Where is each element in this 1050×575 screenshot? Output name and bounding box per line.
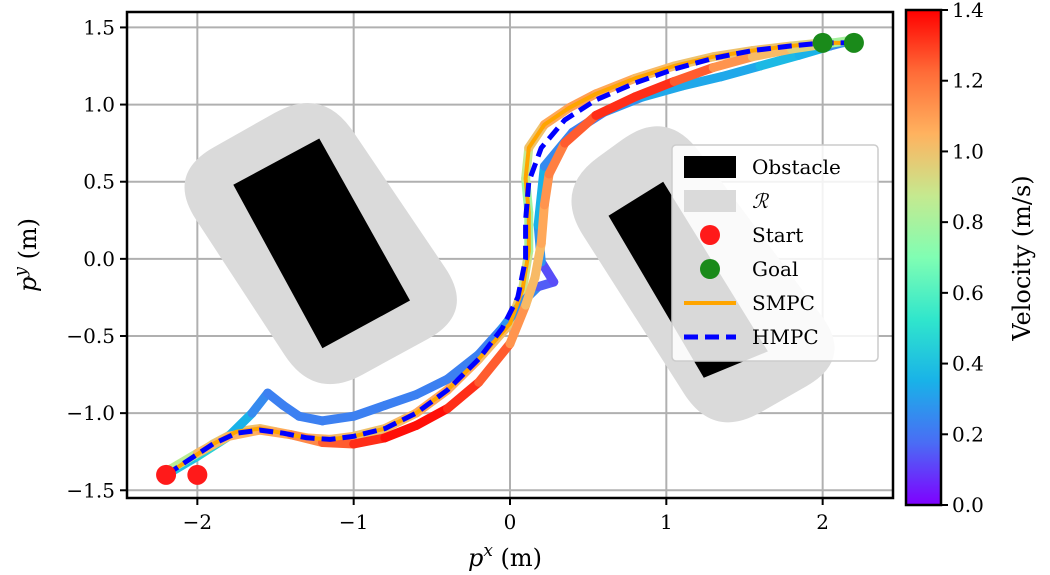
colorbar-tick-label: 1.4 xyxy=(952,0,984,22)
legend-label: Goal xyxy=(752,257,798,281)
velocity-segment xyxy=(521,272,540,310)
colorbar-gradient xyxy=(904,8,943,507)
velocity-segment xyxy=(349,433,390,449)
velocity-segment xyxy=(560,110,601,148)
x-tick-label: 0 xyxy=(504,510,517,534)
velocity-segment xyxy=(630,76,679,102)
colorbar-tick-label: 0.4 xyxy=(952,352,984,376)
legend-marker xyxy=(700,259,720,279)
trajectories xyxy=(161,35,859,480)
legend-marker xyxy=(700,225,720,245)
colorbar-tick-label: 0.6 xyxy=(952,281,984,305)
velocity-segment xyxy=(505,300,531,349)
colorbar-tick-label: 0.0 xyxy=(952,493,984,517)
velocity-segment xyxy=(539,169,554,210)
velocity-segment xyxy=(317,437,359,449)
markers xyxy=(156,32,864,485)
colorbar-tick-label: 0.2 xyxy=(952,422,984,446)
y-tick-label: −0.5 xyxy=(66,324,115,348)
legend: Obstacle ℛ Start Goal SMPC HMPC xyxy=(671,144,879,362)
start-marker xyxy=(187,464,208,485)
legend-label: SMPC xyxy=(752,291,815,315)
velocity-segment xyxy=(442,377,484,414)
colorbar-tick-label: 1.2 xyxy=(952,69,984,93)
x-axis-label: px (m) xyxy=(468,541,542,572)
obstacle xyxy=(233,138,410,349)
x-tick-label: −1 xyxy=(339,510,368,534)
x-tick-label: 2 xyxy=(816,510,829,534)
colorbar-tick-label: 0.8 xyxy=(952,210,984,234)
velocity-segment xyxy=(530,238,546,282)
velocity-segment xyxy=(708,52,757,73)
y-tick-label: 1.0 xyxy=(83,93,115,117)
velocity-segment xyxy=(380,420,421,443)
velocity-segment xyxy=(411,374,452,400)
velocity-segment xyxy=(677,72,726,91)
legend-label: ℛ xyxy=(752,189,770,213)
velocity-segment xyxy=(716,61,765,82)
legend-label: Obstacle xyxy=(752,155,841,179)
axis-ticks: −2 −1 0 1 2 −1.5 −1.0 −0.5 0.0 0.5 1.0 1.5 xyxy=(66,15,829,534)
x-tick-label: −2 xyxy=(183,510,212,534)
y-tick-label: −1.0 xyxy=(66,401,115,425)
hmpc-line xyxy=(164,40,854,477)
velocity-segment xyxy=(669,63,718,86)
velocity-segment xyxy=(747,44,796,62)
velocity-segment xyxy=(474,339,515,387)
goal-marker xyxy=(812,32,833,53)
x-tick-label: 1 xyxy=(660,510,673,534)
velocity-segment xyxy=(591,92,640,120)
y-axis-label: py (m) xyxy=(11,218,42,292)
y-tick-label: 0.5 xyxy=(83,170,115,194)
colorbar-tick-label: 1.0 xyxy=(952,139,984,163)
velocity-segment xyxy=(349,400,390,421)
goal-marker xyxy=(843,32,864,53)
y-tick-label: 1.5 xyxy=(83,15,115,39)
colorbar-label: Velocity (m/s) xyxy=(1008,175,1036,341)
velocity-segment xyxy=(317,411,359,426)
legend-swatch xyxy=(684,156,736,178)
y-tick-label: 0.0 xyxy=(83,247,115,271)
velocity-segment xyxy=(380,390,421,410)
colorbar: 0.0 0.2 0.4 0.6 0.8 1.0 1.2 1.4 Velocity (m/s) xyxy=(904,0,1036,517)
start-marker xyxy=(156,464,177,485)
velocity-segment xyxy=(536,200,549,248)
legend-label: HMPC xyxy=(752,325,819,349)
legend-swatch xyxy=(684,190,736,212)
velocity-segment xyxy=(544,138,570,179)
legend-label: Start xyxy=(752,223,803,247)
velocity-segment xyxy=(755,50,804,71)
velocity-segment xyxy=(411,404,452,430)
colorbar-ticks: 0.0 0.2 0.4 0.6 0.8 1.0 1.2 1.4 xyxy=(941,0,984,517)
velocity-segment xyxy=(442,350,484,384)
y-tick-label: −1.5 xyxy=(66,478,115,502)
